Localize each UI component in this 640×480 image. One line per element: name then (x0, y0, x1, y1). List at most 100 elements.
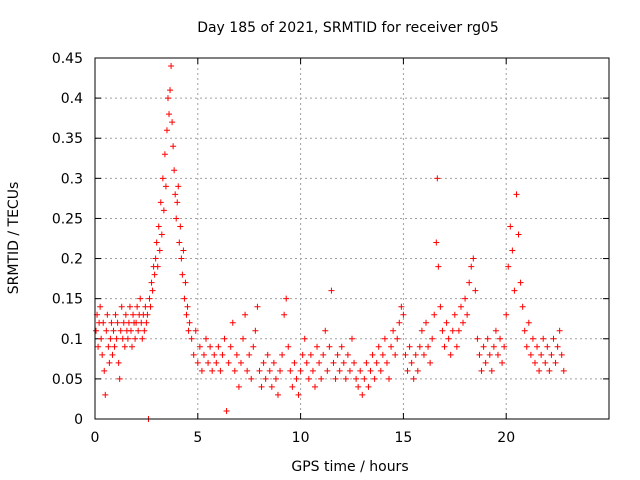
data-point (342, 375, 349, 382)
data-points (93, 63, 567, 422)
data-point (531, 359, 538, 366)
data-point (289, 383, 296, 390)
data-point (355, 383, 362, 390)
data-point (157, 199, 164, 206)
data-point (546, 367, 553, 374)
data-point (291, 359, 298, 366)
data-point (381, 335, 388, 342)
data-point (185, 327, 192, 334)
data-point (268, 383, 275, 390)
data-point (139, 335, 146, 342)
data-point (133, 319, 140, 326)
data-point (394, 335, 401, 342)
data-point (344, 351, 351, 358)
data-point (314, 343, 321, 350)
data-point (552, 359, 559, 366)
y-tick-label: 0.25 (52, 211, 83, 227)
data-point (126, 303, 133, 310)
data-point (460, 319, 467, 326)
data-point (340, 359, 347, 366)
data-point (494, 351, 501, 358)
data-point (277, 367, 284, 374)
y-tick-label: 0 (74, 412, 83, 428)
y-tick-label: 0.05 (52, 372, 83, 388)
data-point (338, 343, 345, 350)
data-point (147, 303, 154, 310)
data-point (231, 367, 238, 374)
data-point (105, 343, 112, 350)
data-point (437, 303, 444, 310)
data-point (184, 303, 191, 310)
data-point (109, 351, 116, 358)
data-point (412, 351, 419, 358)
data-point (501, 343, 508, 350)
data-point (207, 343, 214, 350)
data-point (525, 319, 532, 326)
data-point (129, 343, 136, 350)
data-point (445, 335, 452, 342)
data-point (398, 303, 405, 310)
data-point (211, 351, 218, 358)
data-point (373, 359, 380, 366)
data-point (168, 63, 175, 70)
data-point (242, 311, 249, 318)
data-point (492, 327, 499, 334)
data-point (542, 359, 549, 366)
data-point (519, 303, 526, 310)
data-point (192, 327, 199, 334)
data-point (301, 335, 308, 342)
data-point (118, 303, 125, 310)
data-point (324, 367, 331, 374)
data-point (548, 351, 555, 358)
data-point (305, 375, 312, 382)
data-point (540, 335, 547, 342)
data-point (560, 367, 567, 374)
data-point (155, 223, 162, 230)
data-point (527, 351, 534, 358)
data-point (221, 335, 228, 342)
data-point (114, 319, 121, 326)
data-point (449, 327, 456, 334)
data-point (466, 279, 473, 286)
data-point (503, 311, 510, 318)
data-point (127, 327, 134, 334)
data-point (100, 319, 107, 326)
data-point (256, 367, 263, 374)
data-point (98, 335, 105, 342)
data-point (112, 311, 119, 318)
data-point (482, 359, 489, 366)
data-point (175, 183, 182, 190)
data-point (439, 327, 446, 334)
data-point (283, 295, 290, 302)
data-point (179, 271, 186, 278)
data-point (462, 295, 469, 302)
data-point (499, 359, 506, 366)
data-point (433, 239, 440, 246)
data-point (215, 343, 222, 350)
data-point (142, 303, 149, 310)
data-point (205, 359, 212, 366)
data-point (556, 327, 563, 334)
data-point (455, 327, 462, 334)
data-point (443, 319, 450, 326)
data-point (334, 351, 341, 358)
data-point (200, 351, 207, 358)
data-point (406, 343, 413, 350)
data-point (326, 343, 333, 350)
data-point (183, 311, 190, 318)
data-point (99, 351, 106, 358)
data-point (106, 359, 113, 366)
data-point (423, 319, 430, 326)
data-point (453, 343, 460, 350)
data-point (447, 351, 454, 358)
data-point (431, 311, 438, 318)
data-point (166, 111, 173, 118)
data-point (529, 335, 536, 342)
data-point (511, 287, 518, 294)
data-point (287, 367, 294, 374)
data-point (369, 351, 376, 358)
data-point (434, 175, 441, 182)
data-point (318, 375, 325, 382)
y-tick-label: 0.4 (61, 91, 83, 107)
